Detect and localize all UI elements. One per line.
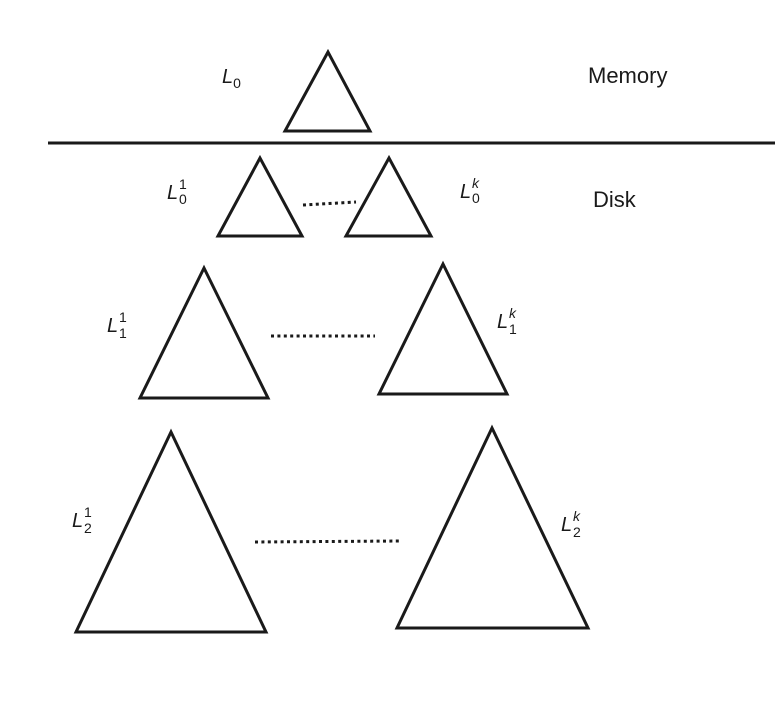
level-label-l0-1-sub: 0: [179, 191, 187, 207]
memory-label: Memory: [588, 63, 667, 88]
level-label-l1-1-sub: 1: [119, 325, 127, 341]
level-label-l0-1-sup: 1: [179, 176, 187, 192]
disk-level-2-ellipsis: [254, 539, 401, 544]
disk-level-1-tree-first: [137, 264, 271, 400]
disk-label: Disk: [593, 187, 637, 212]
level-label-l2-k-sup: k: [573, 508, 581, 524]
level-label-l2-1-sub: 2: [84, 520, 92, 536]
level-label-l0-k-sup: k: [472, 175, 480, 191]
memory-level-0-tree: [282, 48, 373, 133]
level-label-l1-1: L: [107, 315, 118, 337]
level-label-l2-1: L: [72, 510, 83, 532]
level-label-l2-k: L: [561, 514, 572, 536]
level-label-l0-1: L: [167, 182, 178, 204]
disk-level-2-tree-first: [73, 428, 269, 634]
level-label-l2-k-sub: 2: [573, 524, 581, 540]
level-label-l0-k: L: [460, 181, 471, 203]
level-label-l1-k-sup: k: [509, 305, 517, 321]
level-label-l0: L0: [222, 66, 241, 91]
disk-level-0-ellipsis: [302, 200, 357, 207]
level-label-l0-k-sub: 0: [472, 190, 480, 206]
level-label-l1-k: L: [497, 311, 508, 333]
level-label-l1-k-sub: 1: [509, 321, 517, 337]
level-label-l1-1-sup: 1: [119, 309, 127, 325]
disk-level-0-tree-last: [343, 154, 434, 238]
level-label-l2-1-sup: 1: [84, 504, 92, 520]
disk-level-2-tree-last: [394, 424, 591, 630]
disk-level-1-tree-last: [376, 260, 510, 396]
disk-level-0-tree-first: [215, 154, 305, 238]
